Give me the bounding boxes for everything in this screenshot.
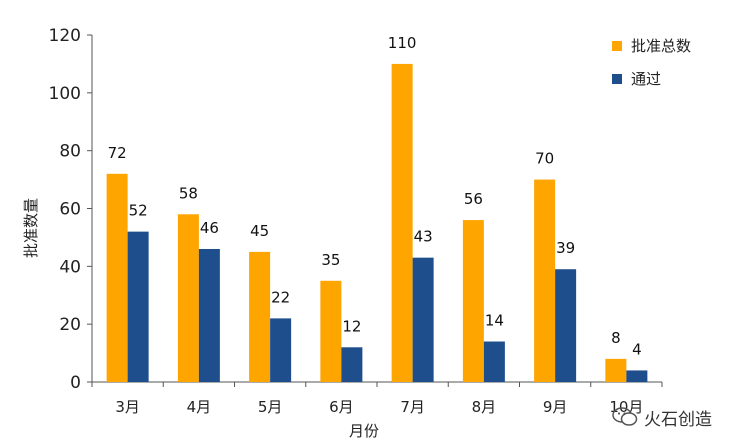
y-tick-label: 40 xyxy=(59,257,81,277)
bar xyxy=(462,220,484,382)
data-label: 14 xyxy=(485,312,504,330)
data-labels: 72 58 45 35 110 56 70 8 52 46 22 12 43 14 39 4 xyxy=(108,34,642,359)
data-label: 12 xyxy=(342,317,361,335)
data-label: 45 xyxy=(250,222,269,240)
watermark-text: 火石创造 xyxy=(644,409,712,430)
data-label: 22 xyxy=(271,288,290,306)
x-tick-label: 10月 xyxy=(609,398,643,416)
data-label: 58 xyxy=(179,184,198,202)
bar xyxy=(320,280,342,382)
data-label: 110 xyxy=(388,34,417,52)
bar xyxy=(626,370,648,382)
x-tick-label: 4月 xyxy=(187,398,212,416)
bar xyxy=(341,347,363,382)
x-axis-title: 月份 xyxy=(349,422,379,440)
y-tick-label: 80 xyxy=(59,142,81,162)
legend-swatch xyxy=(612,41,622,51)
y-axis: 0 20 40 60 80 100 120 xyxy=(49,26,93,393)
data-label: 56 xyxy=(464,190,483,208)
bar xyxy=(605,358,627,382)
data-label: 39 xyxy=(556,239,575,257)
legend-label: 批准总数 xyxy=(631,37,691,55)
bar xyxy=(555,269,577,382)
data-label: 8 xyxy=(611,329,621,347)
bar xyxy=(270,318,292,382)
data-label: 43 xyxy=(414,228,433,246)
bar xyxy=(249,251,271,382)
x-tick-label: 5月 xyxy=(258,398,283,416)
data-label: 46 xyxy=(200,219,219,237)
bar xyxy=(391,63,413,383)
bar xyxy=(198,248,220,382)
y-tick-label: 0 xyxy=(70,373,81,393)
bar xyxy=(534,179,556,382)
data-label: 70 xyxy=(535,150,554,168)
bars xyxy=(106,63,648,383)
y-tick-label: 100 xyxy=(49,84,81,104)
data-label: 52 xyxy=(129,202,148,220)
y-tick-label: 60 xyxy=(59,200,81,220)
y-tick-label: 120 xyxy=(49,26,81,46)
legend-swatch xyxy=(612,74,622,84)
wechat-bubble-icon xyxy=(612,407,638,426)
bar xyxy=(106,173,128,382)
bar xyxy=(177,214,199,382)
x-tick-label: 3月 xyxy=(115,398,140,416)
x-tick-label: 8月 xyxy=(472,398,497,416)
x-tick-label: 7月 xyxy=(400,398,425,416)
y-tick-label: 20 xyxy=(59,315,81,335)
data-label: 35 xyxy=(321,251,340,269)
bar xyxy=(127,231,149,382)
bar xyxy=(483,341,505,382)
data-label: 72 xyxy=(108,144,127,162)
x-tick-label: 9月 xyxy=(543,398,568,416)
watermark: 火石创造 xyxy=(612,402,732,432)
x-tick-label: 6月 xyxy=(329,398,354,416)
y-axis-title: 批准数量 xyxy=(22,198,40,258)
data-label: 4 xyxy=(632,340,642,358)
bar xyxy=(412,257,434,382)
x-axis: 3月 4月 5月 6月 7月 8月 9月 10月 xyxy=(91,381,663,416)
legend-label: 通过 xyxy=(631,70,661,88)
